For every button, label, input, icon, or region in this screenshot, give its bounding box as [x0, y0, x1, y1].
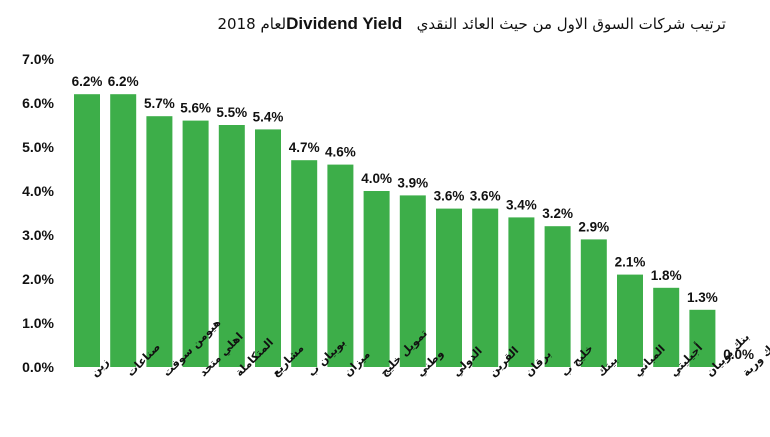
bar: [363, 191, 390, 367]
chart-title-english: Dividend Yield: [286, 14, 403, 33]
bar: [327, 164, 354, 367]
bar: [508, 217, 535, 367]
bar: [110, 94, 137, 367]
data-label: 3.6%: [434, 189, 465, 204]
data-label: 5.4%: [253, 109, 284, 124]
bar: [399, 195, 426, 367]
chart-title-year: لعام 2018: [217, 15, 287, 33]
data-label: 3.4%: [506, 197, 537, 212]
bars: [74, 94, 716, 367]
data-label: 3.6%: [470, 189, 501, 204]
data-label: 5.5%: [216, 105, 247, 120]
y-tick-label: 6.0%: [22, 95, 54, 111]
data-label: 6.2%: [108, 74, 139, 89]
data-label: 4.6%: [325, 145, 356, 160]
bar: [291, 160, 318, 367]
bar: [617, 274, 643, 367]
data-label: 4.7%: [289, 140, 320, 155]
data-label: 5.6%: [180, 101, 211, 116]
data-label: 1.8%: [651, 268, 682, 283]
bar: [689, 309, 716, 367]
y-tick-label: 1.0%: [22, 315, 54, 331]
chart-title: ترتيب شركات السوق الاول من حيث العائد ال…: [0, 14, 727, 34]
bar: [218, 125, 245, 367]
data-label: 5.7%: [144, 96, 175, 111]
bar: [436, 208, 462, 367]
bar: [74, 94, 100, 367]
bar: [580, 239, 607, 367]
y-axis: 0.0% 1.0% 2.0% 3.0% 4.0% 5.0% 6.0% 7.0%: [22, 51, 54, 375]
y-tick-label: 3.0%: [22, 227, 54, 243]
y-tick-label: 4.0%: [22, 183, 54, 199]
data-label: 6.2%: [72, 74, 103, 89]
data-label: 1.3%: [687, 290, 718, 305]
data-label: 0.0%: [723, 347, 754, 362]
y-tick-label: 5.0%: [22, 139, 54, 155]
y-tick-label: 2.0%: [22, 271, 54, 287]
bar: [653, 287, 680, 367]
bar: [182, 120, 209, 367]
y-tick-label: 7.0%: [22, 51, 54, 67]
data-label: 2.1%: [615, 255, 646, 270]
data-label: 4.0%: [361, 171, 392, 186]
bar: [544, 226, 571, 367]
bar: [255, 129, 281, 367]
data-labels: 6.2% 6.2% 5.7% 5.6% 5.5% 5.4% 4.7% 4.6% 4.0% 3.9%…: [72, 74, 754, 362]
data-label: 3.9%: [397, 175, 428, 190]
bar: [472, 208, 499, 367]
data-label: 2.9%: [578, 219, 609, 234]
bar: [146, 116, 173, 367]
data-label: 3.2%: [542, 206, 573, 221]
y-tick-label: 0.0%: [22, 359, 54, 375]
chart-title-arabic: ترتيب شركات السوق الاول من حيث العائد ال…: [416, 15, 726, 33]
